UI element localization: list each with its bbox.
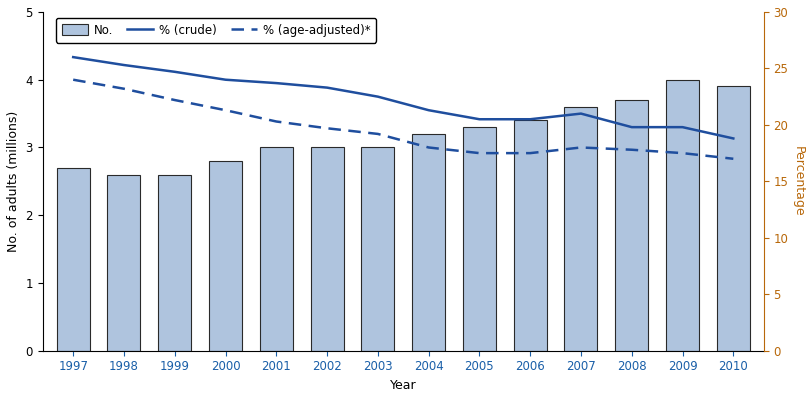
Bar: [310, 148, 343, 351]
Bar: [57, 168, 89, 351]
Bar: [716, 87, 749, 351]
Y-axis label: Percentage: Percentage: [791, 146, 804, 217]
Bar: [615, 100, 647, 351]
Bar: [513, 120, 546, 351]
Bar: [208, 161, 242, 351]
Legend: No., % (crude), % (age-adjusted)*: No., % (crude), % (age-adjusted)*: [56, 18, 375, 43]
X-axis label: Year: Year: [389, 379, 416, 392]
Bar: [412, 134, 444, 351]
Bar: [361, 148, 394, 351]
Bar: [665, 80, 698, 351]
Bar: [260, 148, 293, 351]
Y-axis label: No. of adults (millions): No. of adults (millions): [7, 111, 20, 252]
Bar: [107, 175, 140, 351]
Bar: [158, 175, 191, 351]
Bar: [564, 107, 597, 351]
Bar: [462, 127, 496, 351]
